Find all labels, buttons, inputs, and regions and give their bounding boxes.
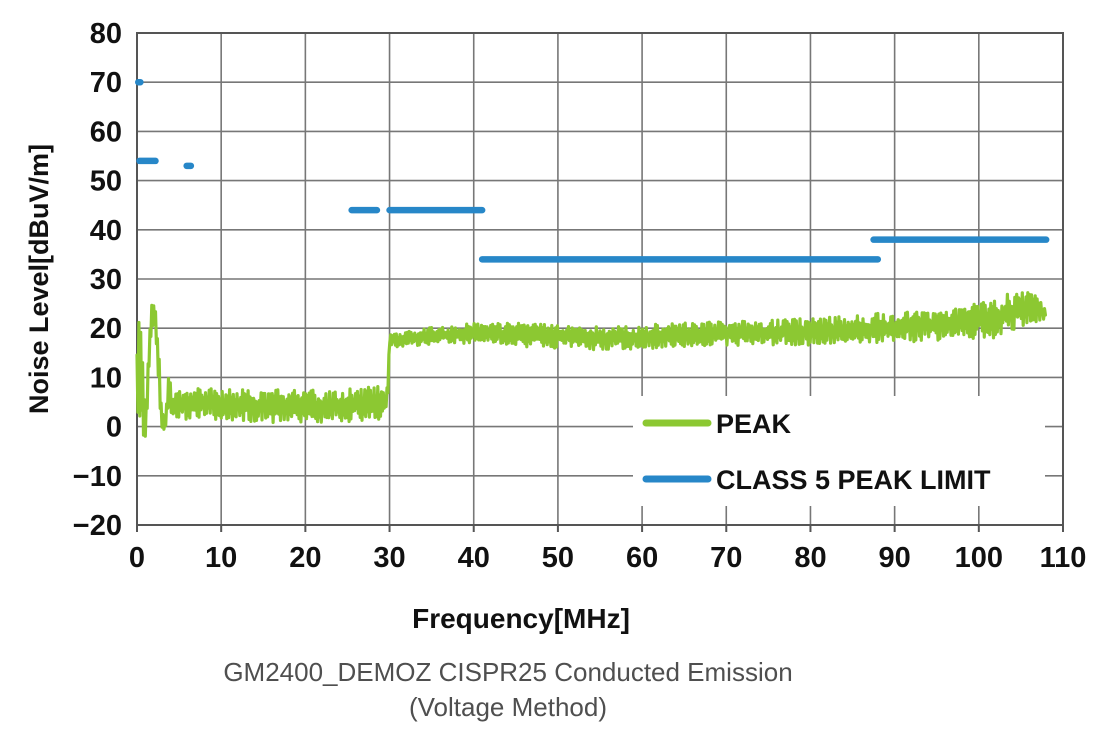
legend-limit-label: CLASS 5 PEAK LIMIT [716, 465, 991, 495]
limit-series [135, 78, 1050, 263]
legend-background [633, 396, 1045, 506]
y-tick-label: 30 [90, 264, 122, 296]
x-tick-label: 10 [205, 542, 237, 574]
y-tick-label: 60 [90, 116, 122, 148]
x-tick-label: 0 [129, 542, 145, 574]
y-tick-label: 50 [90, 166, 122, 198]
x-tick-label: 100 [955, 542, 1003, 574]
y-tick-label: 80 [90, 18, 122, 50]
axis-ticks [136, 525, 1064, 532]
x-tick-label: 40 [458, 542, 490, 574]
legend: PEAK CLASS 5 PEAK LIMIT [633, 396, 1045, 506]
x-tick-label: 110 [1040, 542, 1087, 574]
peak-series [135, 291, 1047, 438]
x-tick-label: 50 [542, 542, 574, 574]
y-tick-label: 40 [90, 215, 122, 247]
x-tick-label: 60 [626, 542, 658, 574]
y-tick-label: 0 [106, 412, 122, 444]
chart-caption-line1: GM2400_DEMOZ CISPR25 Conducted Emission [223, 657, 792, 687]
y-tick-label: 20 [90, 313, 122, 345]
plot-border [136, 32, 1064, 526]
peak-trace [135, 291, 1047, 438]
tick-labels: 0 10 20 30 40 50 60 70 80 90 100 110 −20 −10 0 10 20 30 40… [73, 18, 1087, 574]
x-tick-label: 20 [289, 542, 321, 574]
y-axis-label: Noise Level[dBuV/m] [24, 144, 54, 414]
x-tick-label: 30 [373, 542, 405, 574]
x-tick-label: 90 [879, 542, 911, 574]
x-tick-label: 70 [710, 542, 742, 574]
x-tick-label: 80 [794, 542, 826, 574]
y-tick-label: 70 [90, 67, 122, 99]
y-tick-label: 10 [90, 362, 122, 394]
x-axis-label: Frequency[MHz] [412, 603, 630, 634]
legend-peak-label: PEAK [716, 409, 792, 439]
chart-caption-line2: (Voltage Method) [409, 692, 607, 722]
y-tick-label: −20 [73, 510, 122, 542]
y-tick-label: −10 [73, 461, 122, 493]
